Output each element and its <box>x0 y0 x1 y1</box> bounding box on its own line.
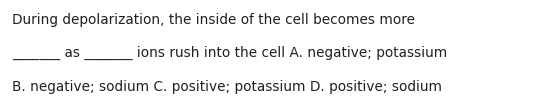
Text: During depolarization, the inside of the cell becomes more: During depolarization, the inside of the… <box>12 13 415 27</box>
Text: _______ as _______ ions rush into the cell A. negative; potassium: _______ as _______ ions rush into the ce… <box>12 46 448 60</box>
Text: B. negative; sodium C. positive; potassium D. positive; sodium: B. negative; sodium C. positive; potassi… <box>12 80 442 94</box>
